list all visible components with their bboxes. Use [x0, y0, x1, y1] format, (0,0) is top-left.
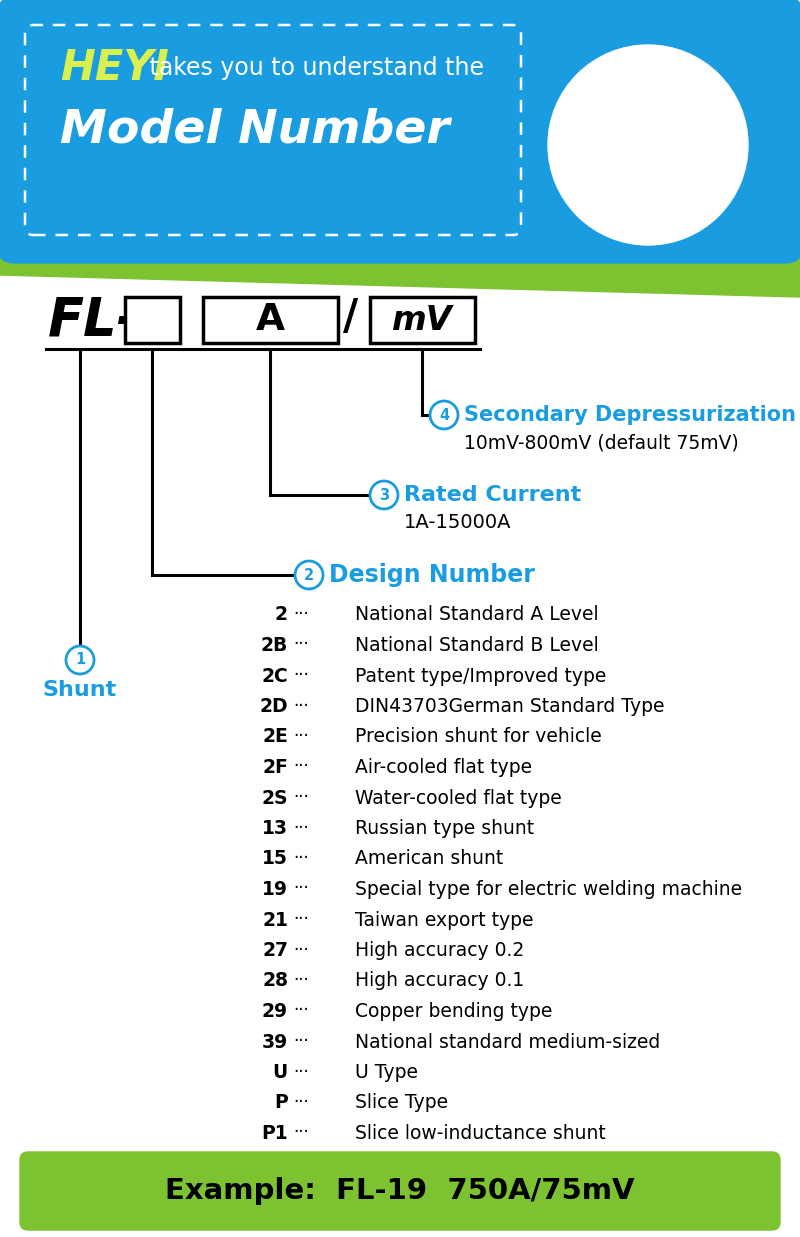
Text: 10mV-800mV (default 75mV): 10mV-800mV (default 75mV) — [464, 433, 738, 453]
Text: Water-cooled flat type: Water-cooled flat type — [355, 788, 562, 808]
Text: ···: ··· — [293, 1154, 309, 1171]
Text: Air-cooled flat type: Air-cooled flat type — [355, 758, 532, 777]
Text: ···: ··· — [293, 757, 309, 776]
Text: ···: ··· — [293, 1032, 309, 1050]
Text: Slice low-inductance shunt: Slice low-inductance shunt — [355, 1124, 606, 1143]
Text: Shunt: Shunt — [43, 680, 117, 700]
Text: 2B: 2B — [261, 636, 288, 656]
Text: Copper bending type: Copper bending type — [355, 1002, 552, 1021]
Bar — [203, 297, 338, 343]
Text: Precision shunt for vehicle: Precision shunt for vehicle — [355, 727, 602, 746]
Text: U Type: U Type — [355, 1063, 418, 1082]
Text: High accuracy 0.1: High accuracy 0.1 — [355, 971, 524, 991]
Text: 2D: 2D — [259, 696, 288, 716]
Text: High accuracy 0.2: High accuracy 0.2 — [355, 941, 524, 960]
Text: Secondary Depressurization: Secondary Depressurization — [464, 404, 796, 426]
Text: /: / — [343, 296, 358, 338]
Text: ···: ··· — [293, 940, 309, 959]
Text: P: P — [274, 1094, 288, 1112]
Text: 13: 13 — [262, 819, 288, 837]
Text: Russian type shunt: Russian type shunt — [355, 819, 534, 837]
Circle shape — [548, 45, 748, 245]
Text: ···: ··· — [293, 605, 309, 623]
Circle shape — [66, 646, 94, 674]
Text: ···: ··· — [293, 1063, 309, 1080]
Text: 29: 29 — [262, 1002, 288, 1021]
Text: National Standard B Level: National Standard B Level — [355, 636, 598, 656]
Text: 2S: 2S — [262, 788, 288, 808]
Text: ···: ··· — [293, 849, 309, 867]
Text: 39: 39 — [262, 1033, 288, 1051]
Text: ···: ··· — [293, 788, 309, 807]
Text: 15: 15 — [262, 850, 288, 868]
Text: ···: ··· — [293, 636, 309, 653]
Text: ···: ··· — [293, 696, 309, 715]
Text: ···: ··· — [293, 666, 309, 684]
Circle shape — [430, 401, 458, 429]
Text: HEYI: HEYI — [60, 47, 169, 89]
Text: 27: 27 — [262, 941, 288, 960]
Text: 28: 28 — [262, 971, 288, 991]
Text: ···: ··· — [293, 880, 309, 898]
Text: ···: ··· — [293, 971, 309, 990]
Text: ···: ··· — [293, 1094, 309, 1111]
Text: T1: T1 — [262, 1154, 288, 1174]
Text: P1: P1 — [262, 1124, 288, 1143]
Text: 21: 21 — [262, 910, 288, 929]
Text: 3: 3 — [379, 487, 389, 502]
Text: ···: ··· — [293, 819, 309, 836]
Text: Taiwan export type: Taiwan export type — [355, 910, 534, 929]
Text: Rated Current: Rated Current — [404, 485, 582, 505]
Text: 2: 2 — [275, 605, 288, 625]
Text: U: U — [273, 1063, 288, 1082]
Text: mV: mV — [392, 303, 453, 336]
Text: 1A-15000A: 1A-15000A — [404, 513, 511, 532]
Text: American shunt: American shunt — [355, 850, 503, 868]
Polygon shape — [0, 247, 800, 297]
Text: Round tube low-inductance shunt: Round tube low-inductance shunt — [355, 1154, 670, 1174]
Bar — [125, 297, 180, 343]
Text: 2E: 2E — [262, 727, 288, 746]
Text: 4: 4 — [439, 407, 449, 423]
Text: National standard medium-sized: National standard medium-sized — [355, 1033, 660, 1051]
Text: Patent type/Improved type: Patent type/Improved type — [355, 667, 606, 685]
Text: 1: 1 — [75, 652, 85, 668]
Text: 2C: 2C — [262, 667, 288, 685]
FancyBboxPatch shape — [20, 1152, 780, 1230]
Text: FL-: FL- — [48, 294, 139, 346]
Text: Slice Type: Slice Type — [355, 1094, 448, 1112]
Text: Example:  FL-19  750A/75mV: Example: FL-19 750A/75mV — [166, 1176, 634, 1205]
Text: 2: 2 — [304, 568, 314, 583]
Text: ···: ··· — [293, 1123, 309, 1142]
Text: Design Number: Design Number — [329, 563, 535, 588]
Circle shape — [295, 562, 323, 589]
Circle shape — [370, 481, 398, 508]
Text: Special type for electric welding machine: Special type for electric welding machin… — [355, 880, 742, 899]
Text: Model Number: Model Number — [60, 108, 450, 152]
Text: A: A — [256, 302, 285, 338]
Text: ···: ··· — [293, 1002, 309, 1019]
Text: takes you to understand the: takes you to understand the — [142, 56, 484, 80]
Text: 2F: 2F — [262, 758, 288, 777]
Text: 19: 19 — [262, 880, 288, 899]
Text: ···: ··· — [293, 910, 309, 928]
Text: National Standard A Level: National Standard A Level — [355, 605, 598, 625]
Text: DIN43703German Standard Type: DIN43703German Standard Type — [355, 696, 665, 716]
FancyBboxPatch shape — [0, 0, 800, 263]
Bar — [370, 297, 475, 343]
Text: ···: ··· — [293, 727, 309, 745]
